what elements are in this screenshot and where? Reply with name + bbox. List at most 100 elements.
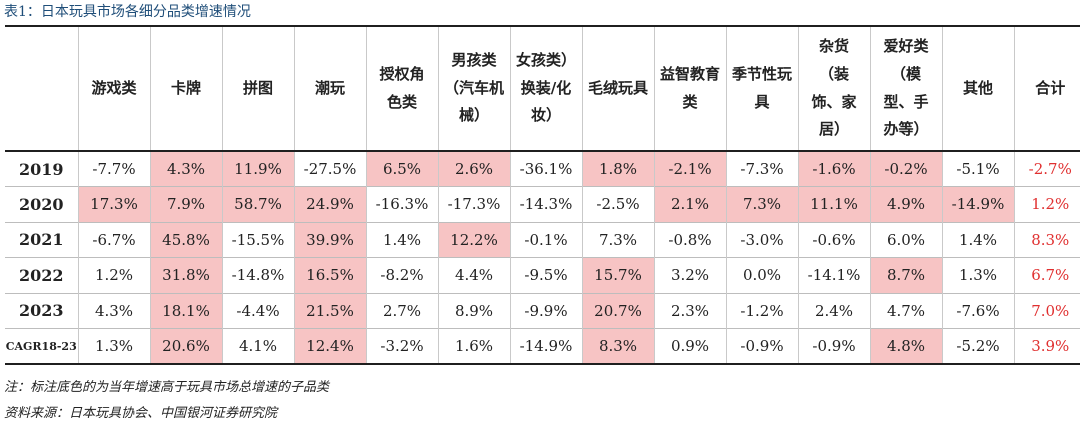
table-note: 注：标注底色的为当年增速高于玩具市场总增速的子品类 <box>4 380 330 395</box>
table-cell: 7.9% <box>149 186 222 222</box>
total-cell: 7.0% <box>1013 292 1080 329</box>
row-label: 2020 <box>5 186 78 222</box>
column-header: 女孩类）换装/化妆） <box>509 26 582 152</box>
table-cell: 1.8% <box>581 151 654 187</box>
table-cell: 8.3% <box>581 328 654 364</box>
table-cell: -7.6% <box>941 292 1014 329</box>
table-cell: -27.5% <box>293 151 366 187</box>
table-cell: 1.6% <box>437 328 510 364</box>
table-cell: 20.7% <box>581 292 654 329</box>
table-title: 表1：日本玩具市场各细分品类增速情况 <box>4 4 251 20</box>
table-cell: 0.0% <box>725 257 798 293</box>
table-cell: 1.3% <box>941 257 1014 293</box>
table-cell: 4.1% <box>221 328 294 364</box>
table-cell: -15.5% <box>221 221 294 258</box>
table-cell: 7.3% <box>581 221 654 258</box>
table-cell: 7.3% <box>725 186 798 222</box>
column-header: 授权角色类 <box>365 26 438 152</box>
column-header: 潮玩 <box>293 26 366 152</box>
table-cell: 1.4% <box>365 221 438 258</box>
table-row: 2019 -7.7% 4.3% 11.9% -27.5% 6.5% 2.6% -36.1% 1.… <box>5 151 1080 187</box>
column-header: 爱好类（模型、手办等） <box>869 26 942 152</box>
table-cell: -14.9% <box>941 186 1014 222</box>
total-cell: 3.9% <box>1013 328 1080 364</box>
row-label: 2023 <box>5 292 78 329</box>
table-cell: 45.8% <box>149 221 222 258</box>
table-cell: 11.1% <box>797 186 870 222</box>
table-cell: -9.5% <box>509 257 582 293</box>
table-row: 2021 -6.7% 45.8% -15.5% 39.9% 1.4% 12.2% -0.1% 7… <box>5 221 1080 258</box>
table-row: 2020 17.3% 7.9% 58.7% 24.9% -16.3% -17.3% -14.3… <box>5 186 1080 222</box>
column-header <box>5 26 78 152</box>
column-header: 合计 <box>1013 26 1080 152</box>
table-cell: -0.8% <box>653 221 726 258</box>
total-cell: 6.7% <box>1013 257 1080 293</box>
table-cell: 2.4% <box>797 292 870 329</box>
table-cell: -2.5% <box>581 186 654 222</box>
column-header: 男孩类（汽车机械） <box>437 26 510 152</box>
table-cell: -16.3% <box>365 186 438 222</box>
table-cell: 6.5% <box>365 151 438 187</box>
table-row: 2022 1.2% 31.8% -14.8% 16.5% -8.2% 4.4% -9.5% 15… <box>5 257 1080 293</box>
column-header: 毛绒玩具 <box>581 26 654 152</box>
table-cell: -4.4% <box>221 292 294 329</box>
column-header: 游戏类 <box>77 26 150 152</box>
table-cell: -0.1% <box>509 221 582 258</box>
total-cell: 1.2% <box>1013 186 1080 222</box>
table-cell: 58.7% <box>221 186 294 222</box>
table-cell: 2.6% <box>437 151 510 187</box>
column-header: 拼图 <box>221 26 294 152</box>
column-header: 卡牌 <box>149 26 222 152</box>
table-cell: -3.2% <box>365 328 438 364</box>
table-cell: -0.2% <box>869 151 942 187</box>
table-cell: 12.4% <box>293 328 366 364</box>
table-cell: -1.2% <box>725 292 798 329</box>
table-cell: 11.9% <box>221 151 294 187</box>
table-cell: -7.7% <box>77 151 150 187</box>
table-cell: 4.8% <box>869 328 942 364</box>
table-cell: -1.6% <box>797 151 870 187</box>
table-cell: 4.9% <box>869 186 942 222</box>
table-cell: 31.8% <box>149 257 222 293</box>
table-cell: 18.1% <box>149 292 222 329</box>
table-cell: 4.4% <box>437 257 510 293</box>
table-cell: 12.2% <box>437 221 510 258</box>
table-cell: 20.6% <box>149 328 222 364</box>
total-cell: 8.3% <box>1013 221 1080 258</box>
table-cell: -6.7% <box>77 221 150 258</box>
table-row: CAGR18-23 1.3% 20.6% 4.1% 12.4% -3.2% 1.6% -14.… <box>5 328 1080 364</box>
table-cell: -36.1% <box>509 151 582 187</box>
total-cell: -2.7% <box>1013 151 1080 187</box>
table-cell: -9.9% <box>509 292 582 329</box>
table-cell: -0.9% <box>797 328 870 364</box>
table-cell: 2.7% <box>365 292 438 329</box>
table-cell: 16.5% <box>293 257 366 293</box>
row-label: CAGR18-23 <box>5 328 78 364</box>
table-cell: 4.3% <box>77 292 150 329</box>
table-cell: 3.2% <box>653 257 726 293</box>
row-label: 2021 <box>5 221 78 258</box>
table-cell: -17.3% <box>437 186 510 222</box>
table-row: 2023 4.3% 18.1% -4.4% 21.5% 2.7% 8.9% -9.9% 20.7… <box>5 292 1080 329</box>
table-cell: 2.3% <box>653 292 726 329</box>
column-header: 杂货（装饰、家居） <box>797 26 870 152</box>
table-cell: 21.5% <box>293 292 366 329</box>
table-cell: 24.9% <box>293 186 366 222</box>
table-cell: -2.1% <box>653 151 726 187</box>
table-cell: -14.9% <box>509 328 582 364</box>
table-cell: 4.3% <box>149 151 222 187</box>
table-cell: 8.7% <box>869 257 942 293</box>
column-header: 益智教育类 <box>653 26 726 152</box>
table-cell: 6.0% <box>869 221 942 258</box>
table-cell: -14.3% <box>509 186 582 222</box>
table-cell: -5.1% <box>941 151 1014 187</box>
table-cell: -0.9% <box>725 328 798 364</box>
table-cell: 1.3% <box>77 328 150 364</box>
table-cell: -3.0% <box>725 221 798 258</box>
table-cell: 1.4% <box>941 221 1014 258</box>
table-cell: 1.2% <box>77 257 150 293</box>
row-label: 2019 <box>18 159 64 179</box>
table-cell: -14.8% <box>221 257 294 293</box>
table-cell: 15.7% <box>581 257 654 293</box>
table-cell: 0.9% <box>653 328 726 364</box>
